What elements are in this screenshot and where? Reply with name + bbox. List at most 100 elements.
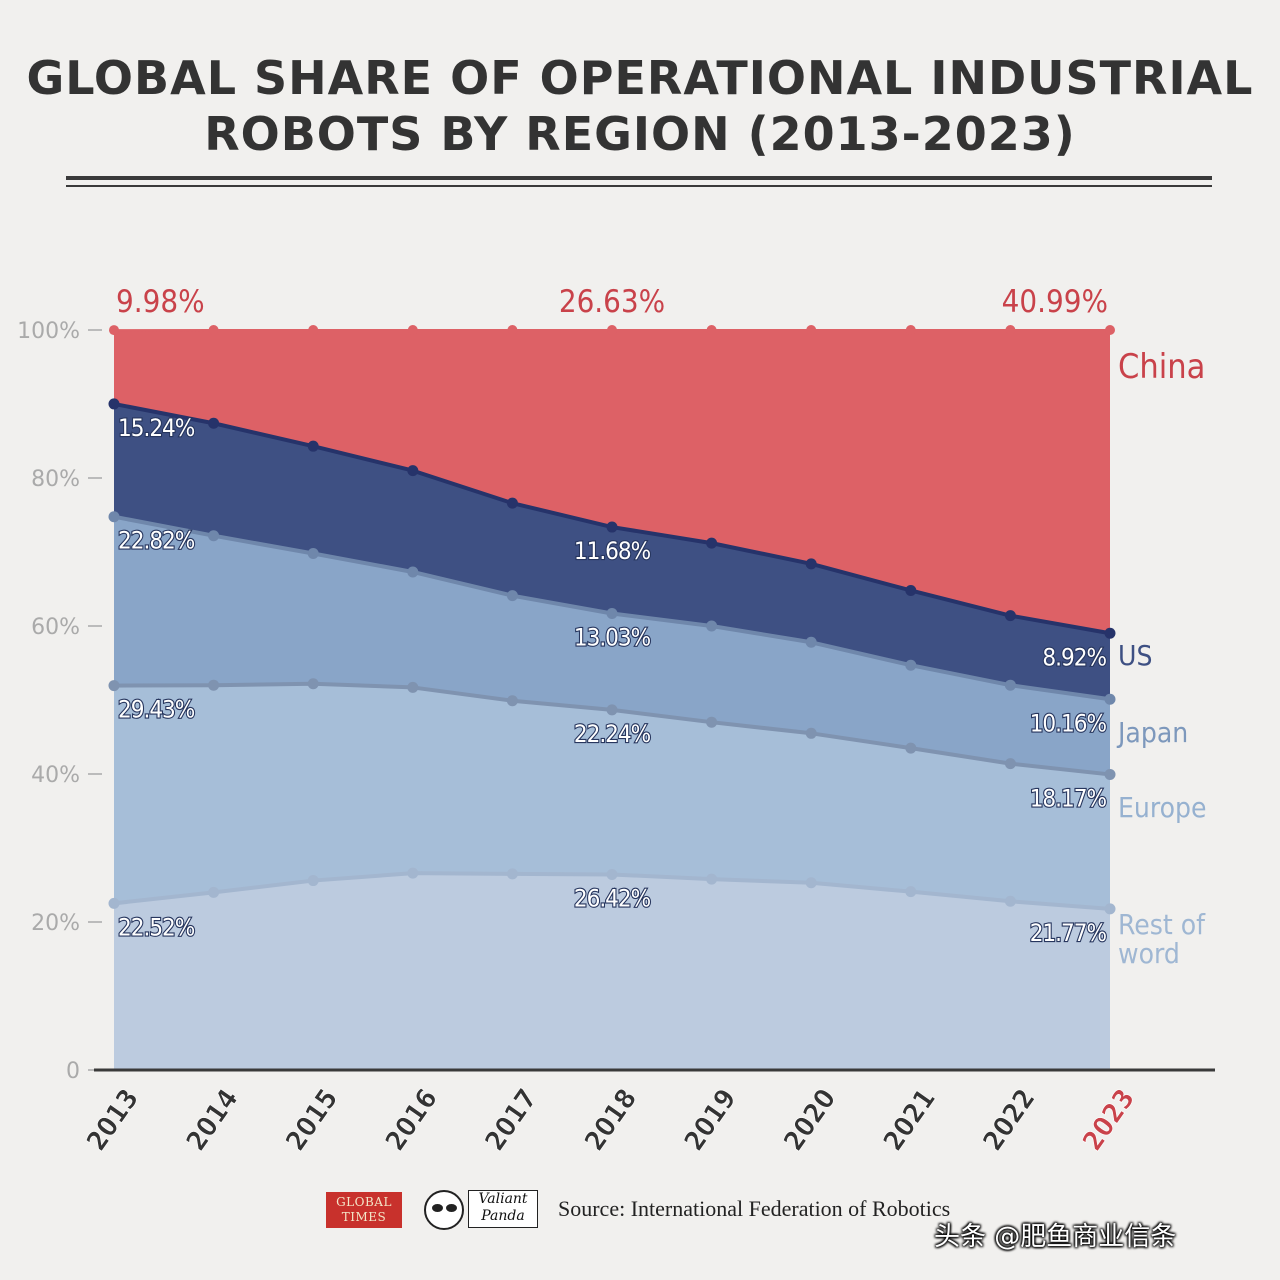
data-label-us-2013: 15.24%	[118, 414, 195, 442]
area-europe	[114, 683, 1110, 909]
x-tick-label-2019: 2019	[679, 1084, 743, 1157]
series-name-japan: Japan	[1116, 716, 1188, 749]
x-tick-label-2015: 2015	[280, 1084, 344, 1157]
data-label-japan-2018: 13.03%	[574, 623, 651, 651]
x-tick-label-2016: 2016	[380, 1084, 444, 1157]
x-axis: 2013 2014 2015 2016 2017 2018 2019 2020 2021 2022…	[81, 1083, 1142, 1157]
x-tick-label-2014: 2014	[181, 1084, 245, 1157]
point-rest-of-word-2013	[108, 897, 120, 909]
data-labels: 22.52% 26.42% 21.77% 29.43% 22.24% 18.17% 22.8…	[116, 284, 1109, 948]
title-line-2: ROBOTS BY REGION (2013-2023)	[204, 107, 1076, 161]
data-label-rest-of-word-2013: 22.52%	[118, 913, 195, 941]
point-us-2018	[606, 521, 618, 533]
y-tick-label: 80%	[31, 467, 80, 492]
point-europe-2013	[108, 680, 120, 692]
point-china-2020	[806, 325, 817, 335]
y-axis: 0 20% 40% 60% 80% 100%	[17, 319, 102, 1084]
y-tick-label: 40%	[31, 763, 80, 788]
x-tick-label-2017: 2017	[479, 1084, 543, 1157]
point-rest-of-word-2014	[208, 886, 220, 898]
point-china-2019	[706, 325, 717, 335]
point-rest-of-word-2022	[1004, 895, 1016, 907]
area-layer	[114, 330, 1110, 1070]
series-name-china: China	[1118, 347, 1205, 387]
point-europe-2021	[905, 742, 917, 754]
point-europe-2022	[1004, 758, 1016, 770]
series-name-europe: Europe	[1118, 791, 1207, 824]
data-label-us-2018: 11.68%	[574, 537, 651, 565]
series-name-rest-of-word-line-2: word	[1118, 937, 1180, 970]
point-china-2018	[607, 325, 617, 335]
data-label-japan-2013: 22.82%	[118, 527, 195, 555]
point-japan-2013	[108, 511, 120, 523]
x-tick-label-2020: 2020	[778, 1084, 842, 1157]
footer: GLOBAL TIMES Valiant Panda Source: Inter…	[0, 1188, 1280, 1248]
point-rest-of-word-2020	[805, 877, 817, 889]
point-europe-2017	[506, 695, 518, 707]
data-label-rest-of-word-2023: 21.77%	[1030, 919, 1107, 947]
point-us-2020	[805, 558, 817, 570]
point-china-2021	[905, 325, 916, 335]
global-times-line-2: TIMES	[341, 1210, 387, 1224]
point-us-2014	[208, 417, 220, 429]
data-label-europe-2018: 22.24%	[574, 720, 651, 748]
title-line-1: GLOBAL SHARE OF OPERATIONAL INDUSTRIAL	[26, 51, 1254, 105]
point-rest-of-word-2023	[1104, 903, 1116, 915]
point-china-2014	[208, 325, 219, 335]
title-divider-thick	[66, 176, 1212, 180]
point-japan-2018	[606, 607, 618, 619]
data-label-us-2023: 8.92%	[1042, 643, 1106, 671]
point-us-2023	[1104, 627, 1116, 639]
point-us-2021	[905, 584, 917, 596]
series-name-rest-of-word-line-1: Rest of	[1118, 908, 1206, 941]
x-tick-label-2018: 2018	[579, 1084, 643, 1157]
x-tick-label-2021: 2021	[878, 1084, 942, 1157]
point-japan-2022	[1004, 679, 1016, 691]
point-us-2016	[407, 465, 419, 477]
point-japan-2015	[307, 547, 319, 559]
point-europe-2018	[606, 704, 618, 716]
point-europe-2023	[1104, 768, 1116, 780]
y-tick-label: 0	[66, 1059, 80, 1084]
valiant-panda-banner: Valiant Panda	[468, 1190, 538, 1228]
valiant-panda-logo: Valiant Panda	[424, 1188, 538, 1232]
point-china-2023	[1105, 325, 1115, 335]
point-china-2022	[1005, 325, 1016, 335]
point-japan-2020	[805, 636, 817, 648]
x-tick-label-2013: 2013	[81, 1084, 145, 1157]
point-europe-2016	[407, 681, 419, 693]
valiant-panda-line-1: Valiant	[478, 1191, 528, 1207]
point-us-2017	[506, 497, 518, 509]
point-us-2022	[1004, 610, 1016, 622]
watermark: 头条 @肥鱼商业信条	[934, 1222, 1177, 1252]
point-rest-of-word-2019	[706, 873, 718, 885]
point-china-2017	[507, 325, 518, 335]
point-europe-2020	[805, 727, 817, 739]
area-rest-of-word	[114, 873, 1110, 1070]
point-us-2015	[307, 440, 319, 452]
point-japan-2019	[706, 620, 718, 632]
point-rest-of-word-2016	[407, 867, 419, 879]
y-tick-label: 100%	[17, 319, 80, 344]
data-label-europe-2023: 18.17%	[1030, 784, 1107, 812]
point-rest-of-word-2021	[905, 886, 917, 898]
global-times-line-1: GLOBAL	[336, 1195, 392, 1209]
series-name-us: US	[1118, 639, 1152, 672]
point-us-2019	[706, 537, 718, 549]
data-label-china-2018: 26.63%	[559, 284, 665, 320]
point-europe-2015	[307, 678, 319, 690]
point-japan-2021	[905, 659, 917, 671]
point-china-2015	[308, 325, 319, 335]
point-china-2016	[407, 325, 418, 335]
data-label-europe-2013: 29.43%	[118, 696, 195, 724]
x-tick-label-2022: 2022	[977, 1084, 1041, 1157]
point-rest-of-word-2015	[307, 875, 319, 887]
point-japan-2014	[208, 530, 220, 542]
valiant-panda-line-2: Panda	[481, 1208, 525, 1224]
data-label-japan-2023: 10.16%	[1030, 709, 1107, 737]
point-japan-2023	[1104, 693, 1116, 705]
y-tick-label: 60%	[31, 615, 80, 640]
chart-title: GLOBAL SHARE OF OPERATIONAL INDUSTRIAL RO…	[0, 50, 1280, 162]
data-label-china-2013: 9.98%	[116, 284, 205, 320]
